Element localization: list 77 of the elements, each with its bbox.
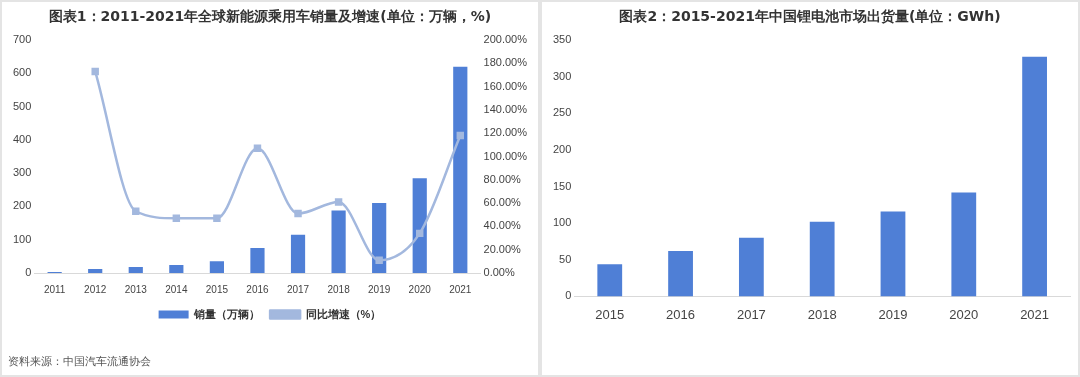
x-tick-label: 2020 bbox=[408, 283, 432, 295]
bar bbox=[128, 267, 143, 273]
y2-tick-label: 160.00% bbox=[483, 79, 528, 92]
legend-label: 同比增速（%） bbox=[305, 307, 382, 321]
point bbox=[416, 229, 424, 238]
chart-title: 图表2：2015-2021年中国锂电池市场出货量(单位：GWh) bbox=[618, 8, 1002, 26]
y-tick-label: 100 bbox=[552, 216, 572, 229]
y-tick-label: 700 bbox=[12, 33, 32, 46]
y2-tick-label: 100.00% bbox=[483, 149, 528, 162]
y-tick-label: 500 bbox=[12, 99, 32, 112]
chart-title: 图表1：2011-2021年全球新能源乘用车销量及增速(单位：万辆，%) bbox=[47, 8, 493, 26]
x-tick-label: 2013 bbox=[124, 283, 148, 295]
point bbox=[132, 207, 140, 215]
text: 资料来源：中国汽车流通协会 bbox=[8, 354, 151, 369]
y-tick-label: 600 bbox=[12, 66, 32, 79]
x-tick-label: 2015 bbox=[595, 306, 625, 322]
bar bbox=[290, 234, 306, 273]
x-tick-label: 2015 bbox=[205, 283, 229, 295]
bar bbox=[412, 178, 427, 273]
x-tick-label: 2020 bbox=[949, 306, 979, 322]
bar bbox=[250, 248, 265, 273]
y-tick-label: 50 bbox=[559, 252, 572, 265]
y2-tick-label: 0.00% bbox=[483, 266, 515, 279]
bar bbox=[372, 203, 387, 273]
point bbox=[253, 144, 262, 153]
x-tick-label: 2014 bbox=[165, 283, 188, 295]
x-tick-label: 2021 bbox=[449, 283, 472, 295]
x-tick-label: 2018 bbox=[807, 306, 837, 322]
bar bbox=[668, 250, 693, 297]
y2-tick-label: 120.00% bbox=[483, 126, 528, 139]
bar bbox=[331, 210, 346, 273]
y2-tick-label: 200.00% bbox=[483, 33, 528, 46]
bar bbox=[453, 66, 468, 273]
bar bbox=[209, 261, 224, 273]
x-tick-label: 2012 bbox=[84, 283, 107, 295]
bar bbox=[880, 211, 906, 297]
point bbox=[213, 214, 221, 222]
point bbox=[294, 209, 302, 218]
y-tick-label: 250 bbox=[552, 106, 572, 119]
x-tick-label: 2017 bbox=[736, 306, 766, 322]
y2-tick-label: 20.00% bbox=[483, 242, 522, 255]
point bbox=[91, 67, 99, 76]
bar bbox=[1022, 56, 1047, 297]
bar bbox=[951, 192, 977, 297]
bar bbox=[88, 269, 103, 273]
x-tick-label: 2017 bbox=[286, 283, 310, 295]
point bbox=[172, 214, 181, 222]
bar bbox=[809, 221, 835, 297]
x-tick-label: 2021 bbox=[1020, 306, 1050, 322]
y-tick-label: 100 bbox=[12, 232, 32, 245]
x-tick-label: 2019 bbox=[878, 306, 908, 322]
y2-tick-label: 140.00% bbox=[483, 102, 528, 115]
y-tick-label: 300 bbox=[12, 166, 32, 179]
bar bbox=[597, 264, 623, 297]
y-tick-label: 200 bbox=[552, 142, 572, 155]
x-tick-label: 2016 bbox=[666, 306, 696, 322]
x-tick-label: 2016 bbox=[246, 283, 270, 295]
y2-tick-label: 180.00% bbox=[483, 56, 528, 69]
y2-tick-label: 40.00% bbox=[483, 219, 522, 232]
y-tick-label: 300 bbox=[552, 69, 572, 82]
x-tick-label: 2018 bbox=[327, 283, 351, 295]
point bbox=[334, 198, 343, 206]
point bbox=[456, 131, 465, 140]
bar bbox=[169, 265, 184, 273]
y-tick-label: 150 bbox=[552, 179, 572, 192]
y2-tick-label: 60.00% bbox=[483, 196, 522, 209]
y-tick-label: 350 bbox=[552, 33, 572, 46]
legend-label: 销量（万辆） bbox=[193, 307, 261, 321]
y-tick-label: 400 bbox=[12, 132, 32, 145]
x-tick-label: 2019 bbox=[368, 283, 391, 295]
y-tick-label: 0 bbox=[25, 266, 32, 279]
bar bbox=[738, 237, 764, 297]
x-tick-label: 2011 bbox=[43, 283, 66, 295]
point bbox=[375, 256, 383, 264]
y2-tick-label: 80.00% bbox=[483, 172, 522, 185]
y-tick-label: 200 bbox=[12, 199, 32, 212]
y-tick-label: 0 bbox=[565, 289, 572, 302]
